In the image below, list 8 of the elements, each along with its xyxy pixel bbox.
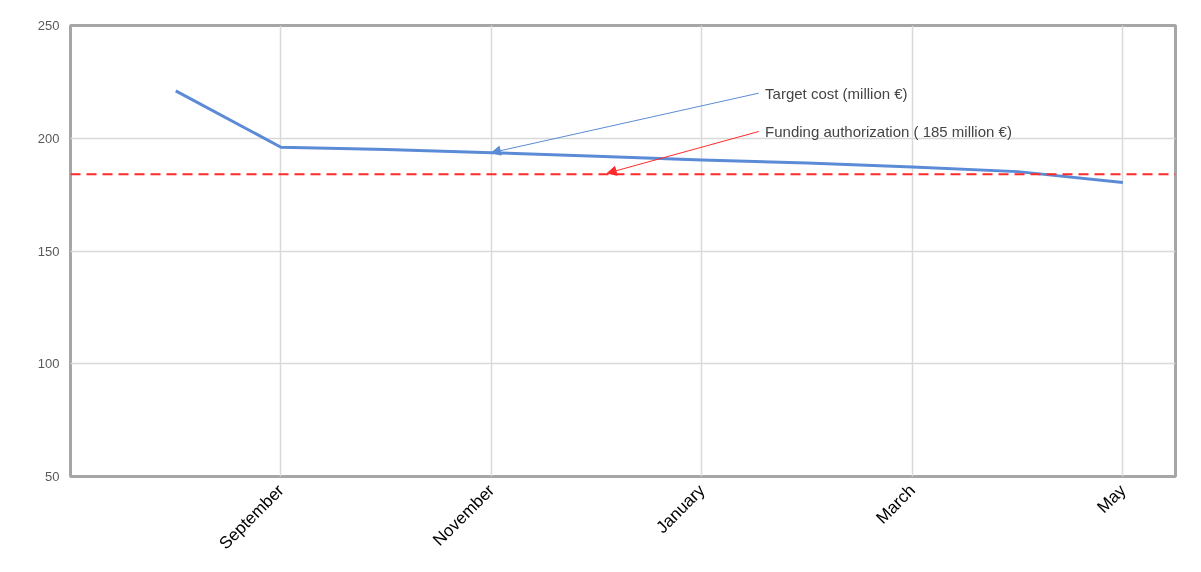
y-tick-label: 50: [45, 469, 60, 484]
annotation: Target cost (million €): [765, 84, 908, 102]
y-tick-label: 200: [37, 130, 60, 146]
y-tick-label: 150: [37, 243, 60, 259]
x-tick-label: May: [1093, 480, 1130, 517]
y-tick-label: 250: [37, 18, 60, 33]
y-tick-label: 100: [37, 356, 60, 372]
ref-line-label: Funding authorization ( 185 million €): [765, 122, 1012, 140]
